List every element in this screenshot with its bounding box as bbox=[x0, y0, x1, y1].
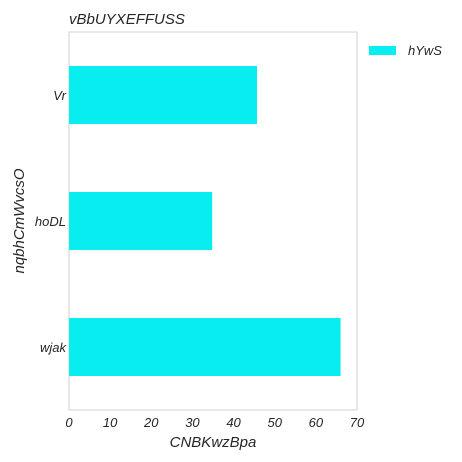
legend: hYwS bbox=[369, 43, 442, 58]
x-tick-label: 50 bbox=[267, 415, 282, 430]
x-tick-label: 70 bbox=[350, 415, 365, 430]
y-tick-label: hoDL bbox=[35, 214, 66, 229]
x-tick-label: 20 bbox=[143, 415, 159, 430]
x-axis-ticks: 0 10 20 30 40 50 60 70 bbox=[65, 415, 365, 430]
x-tick-label: 30 bbox=[185, 415, 200, 430]
bar-wjak bbox=[69, 318, 341, 376]
bar-hoDL bbox=[69, 192, 213, 250]
x-tick-label: 0 bbox=[65, 415, 73, 430]
y-axis-title: nqbhCmWvcsO bbox=[11, 168, 28, 273]
bar-group bbox=[69, 66, 341, 376]
chart-title: vBbUYXEFFUSS bbox=[69, 11, 185, 28]
x-tick-label: 10 bbox=[103, 415, 118, 430]
bar-Vr bbox=[69, 66, 258, 124]
x-tick-label: 40 bbox=[226, 415, 241, 430]
y-tick-label: Vr bbox=[53, 88, 66, 103]
x-axis-title: CNBKwzBpa bbox=[170, 434, 257, 451]
y-tick-label: wjak bbox=[40, 340, 68, 355]
y-axis-ticks: Vr hoDL wjak bbox=[35, 88, 68, 355]
x-tick-label: 60 bbox=[309, 415, 324, 430]
legend-swatch bbox=[369, 46, 396, 55]
legend-label: hYwS bbox=[408, 43, 442, 58]
